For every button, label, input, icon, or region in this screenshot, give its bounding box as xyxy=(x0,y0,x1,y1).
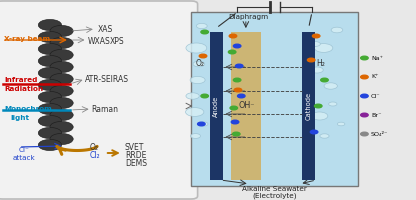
Text: Cl⁻: Cl⁻ xyxy=(19,147,30,153)
Circle shape xyxy=(50,61,73,73)
Bar xyxy=(191,12,358,186)
Circle shape xyxy=(321,78,328,82)
Bar xyxy=(231,32,261,180)
Circle shape xyxy=(310,42,320,46)
Text: Anode: Anode xyxy=(213,95,219,117)
Circle shape xyxy=(38,127,62,139)
Circle shape xyxy=(314,104,322,108)
Circle shape xyxy=(329,102,337,106)
Text: X-ray beam: X-ray beam xyxy=(4,36,50,42)
Circle shape xyxy=(38,79,62,91)
Circle shape xyxy=(331,27,343,33)
Circle shape xyxy=(311,112,328,120)
Circle shape xyxy=(196,23,207,29)
Circle shape xyxy=(311,67,323,73)
Circle shape xyxy=(233,78,241,82)
Text: Alkaline Seawater: Alkaline Seawater xyxy=(242,186,307,192)
Circle shape xyxy=(235,64,243,68)
Circle shape xyxy=(238,94,245,98)
Text: O₂: O₂ xyxy=(195,60,204,68)
Bar xyxy=(210,32,223,180)
Bar xyxy=(302,32,315,180)
Circle shape xyxy=(201,94,208,98)
Circle shape xyxy=(38,139,62,151)
Circle shape xyxy=(310,130,318,134)
Text: Diaphragm: Diaphragm xyxy=(229,14,269,20)
Text: OH⁻: OH⁻ xyxy=(238,102,255,110)
Text: SO₄²⁻: SO₄²⁻ xyxy=(371,132,389,137)
Text: attack: attack xyxy=(12,155,35,161)
Circle shape xyxy=(361,94,368,98)
Circle shape xyxy=(320,134,329,138)
Circle shape xyxy=(337,122,345,126)
Circle shape xyxy=(229,34,237,38)
Text: Monochrom.: Monochrom. xyxy=(4,106,54,112)
Text: O₂: O₂ xyxy=(89,142,99,152)
Circle shape xyxy=(190,76,205,84)
Circle shape xyxy=(38,67,62,79)
Circle shape xyxy=(230,106,238,110)
Circle shape xyxy=(228,50,236,54)
Circle shape xyxy=(200,122,208,126)
Circle shape xyxy=(186,93,199,99)
Circle shape xyxy=(199,54,207,58)
Text: K⁺: K⁺ xyxy=(371,74,379,79)
Circle shape xyxy=(50,109,73,121)
FancyBboxPatch shape xyxy=(0,1,198,199)
Text: Radiation: Radiation xyxy=(4,86,43,92)
Circle shape xyxy=(201,30,208,34)
Text: Na⁺: Na⁺ xyxy=(371,55,383,60)
Text: Br⁻: Br⁻ xyxy=(371,112,381,118)
Circle shape xyxy=(50,85,73,97)
Text: RRDE: RRDE xyxy=(125,150,146,160)
Circle shape xyxy=(361,132,368,136)
Circle shape xyxy=(38,115,62,127)
Text: Raman: Raman xyxy=(92,106,119,114)
Circle shape xyxy=(234,88,242,92)
Circle shape xyxy=(198,122,205,126)
Text: light: light xyxy=(10,115,30,121)
Text: ATR-SEIRAS: ATR-SEIRAS xyxy=(85,75,129,84)
Circle shape xyxy=(361,113,368,117)
Circle shape xyxy=(233,132,240,136)
Circle shape xyxy=(38,91,62,103)
Circle shape xyxy=(38,43,62,55)
Circle shape xyxy=(50,133,73,145)
Circle shape xyxy=(231,120,239,124)
Text: XAS: XAS xyxy=(98,24,113,33)
Text: DEMS: DEMS xyxy=(125,158,147,168)
Circle shape xyxy=(38,103,62,115)
Text: (Electrolyte): (Electrolyte) xyxy=(253,192,297,199)
Text: Infrared: Infrared xyxy=(4,77,37,83)
Circle shape xyxy=(50,121,73,133)
Circle shape xyxy=(50,97,73,109)
Circle shape xyxy=(38,31,62,43)
Circle shape xyxy=(361,75,368,79)
Circle shape xyxy=(324,83,337,89)
Circle shape xyxy=(314,44,333,52)
Text: XPS: XPS xyxy=(110,38,125,46)
Circle shape xyxy=(38,19,62,31)
Circle shape xyxy=(186,43,207,53)
Circle shape xyxy=(50,73,73,85)
Circle shape xyxy=(50,25,73,37)
Circle shape xyxy=(191,134,201,138)
Circle shape xyxy=(38,55,62,67)
Circle shape xyxy=(186,108,204,116)
Text: Cathode: Cathode xyxy=(306,92,312,120)
Circle shape xyxy=(50,49,73,61)
Text: H₂: H₂ xyxy=(316,60,325,68)
Circle shape xyxy=(361,56,368,60)
Circle shape xyxy=(50,37,73,49)
Text: WXAS: WXAS xyxy=(87,38,110,46)
Circle shape xyxy=(193,61,205,67)
Circle shape xyxy=(312,34,320,38)
Text: Cl₂: Cl₂ xyxy=(89,150,100,160)
Circle shape xyxy=(307,58,315,62)
Text: Cl⁻: Cl⁻ xyxy=(371,94,381,98)
Circle shape xyxy=(233,44,241,48)
Text: SVET: SVET xyxy=(125,142,144,152)
